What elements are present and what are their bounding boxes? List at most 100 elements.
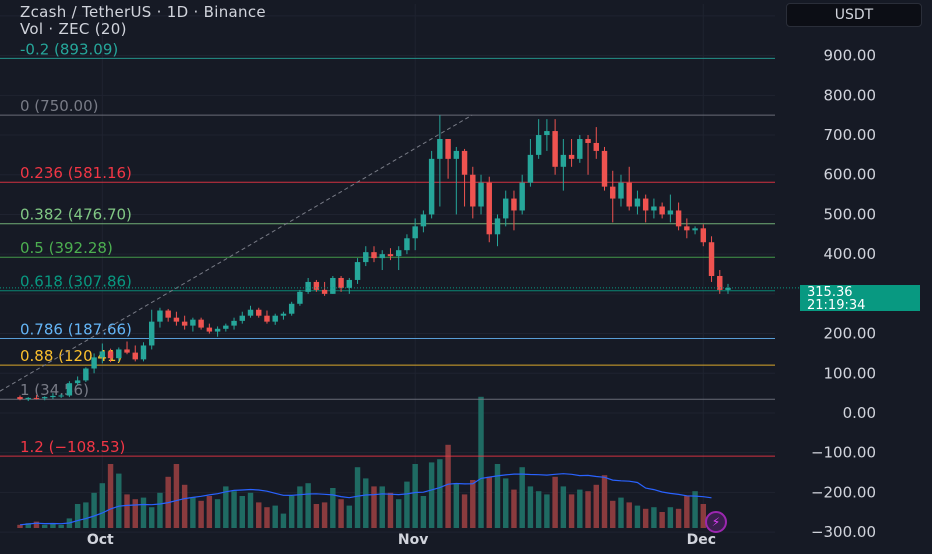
candle-body: [297, 291, 303, 304]
volume-bar: [74, 504, 81, 528]
volume-bar: [412, 464, 418, 528]
candle-body: [412, 226, 418, 239]
candle-body: [395, 250, 402, 257]
volume-bar: [503, 478, 509, 528]
last-price-badge: 315.36 21:19:34: [800, 285, 920, 313]
candle-body: [165, 310, 171, 318]
volume-bar: [99, 483, 106, 528]
symbol-title[interactable]: Zcash / TetherUS · 1D · Binance: [20, 3, 266, 21]
volume-bar: [552, 476, 558, 528]
volume-bar: [231, 491, 237, 528]
volume-bar: [25, 523, 31, 528]
candle-body: [519, 182, 525, 211]
volume-bar: [116, 473, 122, 528]
candle-body: [206, 327, 213, 332]
volume-bar: [651, 507, 657, 528]
volume-bar: [190, 497, 196, 528]
candle-body: [461, 150, 468, 175]
volume-bar: [313, 504, 320, 528]
time-axis[interactable]: Oct Nov Dec: [87, 532, 716, 548]
candle-body: [634, 198, 641, 207]
candle-body: [470, 174, 476, 207]
price-tick-label: 100.00: [824, 364, 877, 382]
candle-body: [577, 139, 583, 159]
candle-body: [247, 309, 254, 316]
volume-bar: [206, 496, 213, 528]
volume-bars: [17, 396, 715, 528]
volume-bar: [17, 524, 23, 528]
candle-body: [354, 262, 361, 280]
volume-bar: [321, 502, 328, 528]
candle-body: [684, 226, 690, 231]
candle-body: [231, 320, 237, 326]
price-tick-label: 0.00: [843, 404, 876, 422]
fib-level-label: 0.88 (120.41): [20, 347, 122, 365]
price-axis[interactable]: 1,000.00900.00800.00700.00600.00500.0040…: [809, 7, 876, 541]
fib-anchor-line[interactable]: [0, 114, 473, 392]
volume-bar: [486, 476, 492, 528]
candle-body: [593, 142, 599, 151]
volume-bar: [601, 475, 608, 528]
volume-bar: [461, 494, 468, 528]
volume-bar: [181, 484, 188, 528]
candle-body: [116, 349, 122, 359]
time-tick-label: Nov: [398, 532, 428, 548]
volume-bar: [256, 502, 262, 528]
volume-bar: [667, 507, 674, 528]
volume-bar: [684, 496, 690, 528]
candle-body: [371, 252, 377, 259]
currency-button[interactable]: USDT: [786, 3, 922, 27]
candle-body: [560, 154, 567, 167]
candle-body: [198, 319, 204, 328]
candle-body: [173, 317, 180, 322]
candle-body: [280, 313, 287, 316]
candle-body: [149, 321, 155, 346]
volume-ma-line: [19, 473, 712, 526]
volume-bar: [305, 483, 311, 528]
volume-bar: [272, 505, 278, 528]
price-tick-label: −300.00: [811, 523, 876, 541]
volume-indicator-label[interactable]: Vol · ZEC (20): [20, 20, 127, 38]
volume-bar: [173, 464, 180, 528]
volume-bar: [593, 484, 599, 528]
candle-body: [552, 131, 558, 167]
volume-bar: [618, 497, 624, 528]
fib-level-label: 1.2 (−108.53): [20, 438, 125, 456]
candle-body: [288, 303, 295, 314]
volume-bar: [535, 491, 542, 528]
candle-body: [651, 206, 657, 211]
bar-countdown: 21:19:34: [807, 298, 866, 313]
volume-bar: [404, 481, 410, 528]
candle-body: [535, 135, 542, 155]
volume-bar: [585, 491, 591, 528]
price-tick-label: 800.00: [824, 86, 877, 104]
lightning-icon[interactable]: ⚡: [705, 511, 727, 533]
candle-body: [91, 357, 97, 369]
fib-level-label: 0.618 (307.86): [20, 273, 132, 291]
volume-bar: [288, 496, 295, 528]
volume-bar: [437, 459, 443, 528]
price-tick-label: 600.00: [824, 166, 877, 184]
candle-body: [478, 182, 484, 207]
price-tick-label: 400.00: [824, 245, 877, 263]
volume-bar: [33, 521, 40, 528]
candle-body: [642, 198, 649, 211]
volume-bar: [519, 467, 525, 528]
chart-grid: [0, 4, 775, 533]
volume-bar: [494, 464, 501, 528]
volume-bar: [445, 444, 451, 528]
volume-bar: [239, 496, 245, 528]
candle-body: [363, 252, 369, 263]
candle-body: [585, 139, 591, 143]
candle-body: [692, 228, 698, 231]
volume-bar: [395, 499, 402, 528]
volume-bar: [124, 494, 130, 528]
volume-bar: [157, 492, 163, 528]
volume-bar: [527, 486, 534, 528]
candle-body: [700, 228, 707, 243]
volume-bar: [346, 505, 353, 528]
fib-level-label: 0.382 (476.70): [20, 206, 132, 224]
volume-bar: [700, 504, 707, 528]
